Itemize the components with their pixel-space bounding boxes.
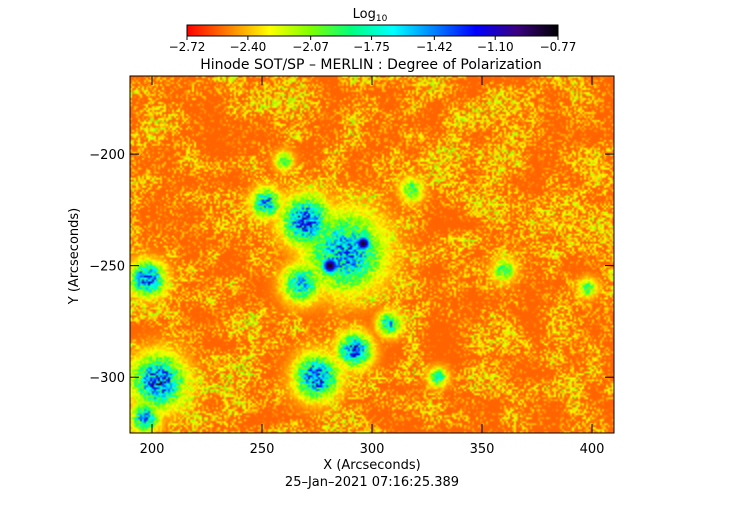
x-axis-label: X (Arcseconds)	[323, 458, 420, 473]
y-tick-label: −250	[89, 260, 125, 275]
heatmap-image	[130, 76, 614, 433]
timestamp: 25–Jan–2021 07:16:25.389	[285, 475, 459, 490]
colorbar-title: Log10	[353, 7, 388, 24]
colorbar	[186, 24, 559, 37]
x-tick-label: 250	[250, 442, 275, 457]
colorbar-tick-label: −1.10	[477, 40, 514, 54]
y-tick-label: −300	[89, 371, 125, 386]
colorbar-tick-label: −0.77	[540, 40, 577, 54]
x-axis-ticks: 200 250 300 350 400	[140, 76, 605, 457]
x-tick-label: 200	[140, 442, 165, 457]
chart-title: Hinode SOT/SP – MERLIN : Degree of Polar…	[200, 57, 542, 73]
colorbar-ticks: −2.72 −2.40 −2.07 −1.75 −1.42 −1.10 −0.77	[169, 36, 577, 54]
x-tick-label: 350	[470, 442, 495, 457]
y-axis-ticks: −200 −250 −300	[89, 148, 614, 386]
colorbar-tick-label: −1.75	[353, 40, 390, 54]
colorbar-tick-label: −1.42	[416, 40, 453, 54]
colorbar-tick-label: −2.07	[292, 40, 329, 54]
x-tick-label: 400	[580, 442, 605, 457]
y-axis-label: Y (Arcseconds)	[67, 208, 82, 305]
colorbar-gradient	[186, 24, 559, 37]
x-tick-label: 300	[360, 442, 385, 457]
y-tick-label: −200	[89, 148, 125, 163]
colorbar-tick-label: −2.40	[229, 40, 266, 54]
colorbar-tick-label: −2.72	[169, 40, 206, 54]
